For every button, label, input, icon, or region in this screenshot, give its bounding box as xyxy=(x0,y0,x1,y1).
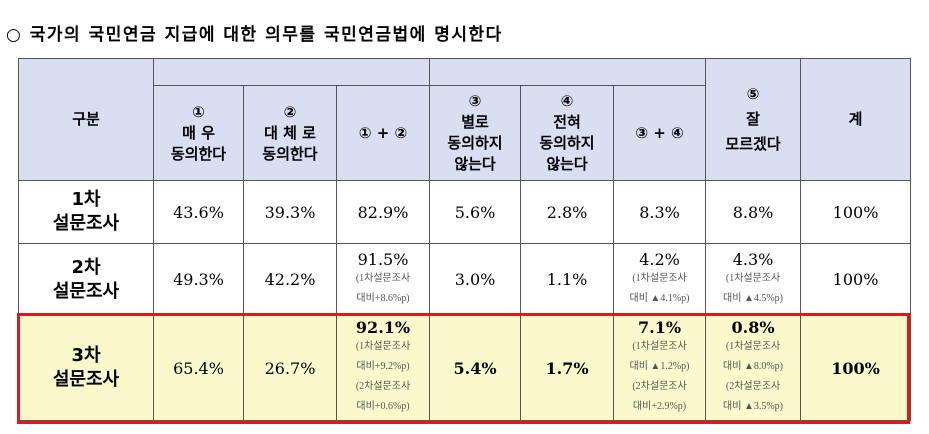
cell-c1: 49.3% xyxy=(153,243,244,316)
cell-main-value: 92.1% xyxy=(355,318,411,337)
cell-c2: 42.2% xyxy=(243,243,337,316)
cell-note: 대비+2.9%p) xyxy=(632,401,687,412)
cell-s12: 92.1% (1차설문조사 대비+9.2%p) (2차설문조사 대비+0.6%p… xyxy=(335,315,431,421)
cell-c1: 43.6% xyxy=(153,180,244,244)
survey-table: 구분 ⑤ 잘 모르겠다 계 ① 매 우 동의한다 ② 대 체 로 동의한다 ① … xyxy=(18,58,912,421)
cell-c4: 1.1% xyxy=(520,243,615,316)
header-col1-line: 동의한다 xyxy=(170,144,227,163)
header-col4-line: 않는다 xyxy=(546,155,588,173)
row-label-line: 3차 xyxy=(71,345,101,366)
header-col2-line: ② xyxy=(283,102,297,121)
header-sum34-text: ③ + ④ xyxy=(635,123,684,142)
page-heading: ○ 국가의 국민연금 지급에 대한 의무를 국민연금법에 명시한다 xyxy=(6,25,503,45)
cell-main-value: 7.1% xyxy=(638,318,682,337)
cell-main-value: 0.8% xyxy=(731,318,775,337)
cell-note: 대비+8.6%p) xyxy=(356,292,410,304)
row-label-line: 설문조사 xyxy=(52,280,120,302)
cell-note: (1차설문조사 xyxy=(632,341,687,352)
header-col1-line: 매 우 xyxy=(182,123,215,142)
header-col4-line: 동의하지 xyxy=(539,134,595,152)
header-col3-line: 않는다 xyxy=(454,155,496,173)
cell-note: (1차설문조사 xyxy=(355,341,411,352)
cell-note: 대비+9.2%p) xyxy=(356,361,410,372)
row-label-line: 설문조사 xyxy=(52,213,120,234)
cell-c2: 39.3% xyxy=(243,180,337,244)
row-label-line: 설문조사 xyxy=(52,369,120,390)
cell-c4: 2.8% xyxy=(520,180,615,244)
cell-note: (1차설문조사 xyxy=(632,272,687,284)
cell-total: 100% xyxy=(800,243,912,316)
header-col4-line: ④ xyxy=(560,92,574,110)
cell-note: (2차설문조사 xyxy=(355,381,411,392)
row-label-line: 1차 xyxy=(71,189,101,210)
cell-c2: 26.7% xyxy=(243,315,337,421)
header-col5: ⑤ 잘 모르겠다 xyxy=(705,58,802,181)
header-col3-line: 별로 xyxy=(461,113,489,131)
cell-c1: 65.4% xyxy=(153,315,244,421)
cell-s34: 4.2% (1차설문조사 대비 ▲4.1%p) xyxy=(613,243,707,316)
cell-note: 대비 ▲3.5%p) xyxy=(723,401,784,412)
header-col1: ① 매 우 동의한다 xyxy=(153,85,244,181)
header-row: ① 매 우 동의한다 ② 대 체 로 동의한다 ① + ② ③ 별로 동의하지 … xyxy=(19,85,911,181)
cell-s34: 7.1% (1차설문조사 대비 ▲1.2%p) (2차설문조사 대비+2.9%p… xyxy=(613,315,707,421)
header-top-row: 구분 ⑤ 잘 모르겠다 계 xyxy=(18,58,912,181)
header-sum12-text: ① + ② xyxy=(358,123,408,142)
cell-c4: 1.7% xyxy=(520,315,615,421)
table-row: 1차 설문조사 43.6% 39.3% 82.9% 5.6% 2.8% 8.3%… xyxy=(18,180,912,244)
header-disagree-group xyxy=(429,58,707,86)
cell-note: 대비+0.6%p) xyxy=(356,401,410,412)
cell-c3: 5.4% xyxy=(429,315,522,421)
header-col5-line: ⑤ xyxy=(746,85,760,103)
cell-c5: 4.3% (1차설문조사 대비 ▲4.5%p) xyxy=(705,243,802,316)
header-col3: ③ 별로 동의하지 않는다 xyxy=(429,85,522,181)
table-row: 2차 설문조사 49.3% 42.2% 91.5% (1차설문조사 대비+8.6… xyxy=(18,243,912,316)
survey-table-wrap: 구분 ⑤ 잘 모르겠다 계 ① 매 우 동의한다 ② 대 체 로 동의한다 ① … xyxy=(18,58,912,421)
cell-note: 대비 ▲1.2%p) xyxy=(629,361,690,372)
header-category-text: 구분 xyxy=(72,110,100,128)
cell-main-value: 91.5% xyxy=(357,249,409,269)
header-col5-line: 잘 xyxy=(746,110,760,128)
cell-c5: 0.8% (1차설문조사 대비 ▲8.0%p) (2차설문조사 대비 ▲3.5%… xyxy=(705,315,802,421)
cell-note: (1차설문조사 xyxy=(725,341,781,352)
header-col3-line: ③ xyxy=(468,92,482,110)
header-col2-line: 대 체 로 xyxy=(264,123,316,142)
header-total-text: 계 xyxy=(848,110,863,128)
header-col4-line: 전혀 xyxy=(553,113,581,131)
cell-c3: 3.0% xyxy=(429,243,522,316)
row-label: 2차 설문조사 xyxy=(18,243,154,316)
table-row: 3차 설문조사 65.4% 26.7% 92.1% (1차설문조사 대비+9.2… xyxy=(18,315,912,421)
header-sum12: ① + ② xyxy=(335,85,431,181)
row-label: 3차 설문조사 xyxy=(18,315,154,421)
cell-s12: 82.9% xyxy=(335,180,431,244)
row-label: 1차 설문조사 xyxy=(18,180,154,244)
header-col3-line: 동의하지 xyxy=(447,134,503,152)
header-col2-line: 동의한다 xyxy=(262,144,318,163)
cell-note: (2차설문조사 xyxy=(725,381,781,392)
header-col5-line: 모르겠다 xyxy=(725,135,781,153)
cell-note: (2차설문조사 xyxy=(632,381,687,392)
cell-main-value: 4.3% xyxy=(732,249,774,269)
row-label-line: 2차 xyxy=(71,256,101,278)
cell-c5: 8.8% xyxy=(705,180,802,244)
cell-main-value: 4.2% xyxy=(639,249,680,269)
cell-s34: 8.3% xyxy=(613,180,707,244)
header-col2: ② 대 체 로 동의한다 xyxy=(243,85,337,181)
header-sum34: ③ + ④ xyxy=(613,85,707,181)
header-agree-group xyxy=(152,58,431,86)
cell-note: 대비 ▲8.0%p) xyxy=(723,361,784,372)
header-col4: ④ 전혀 동의하지 않는다 xyxy=(520,85,615,181)
cell-total: 100% xyxy=(800,315,912,421)
cell-note: (1차설문조사 xyxy=(725,272,781,284)
header-col1-line: ① xyxy=(192,102,205,121)
cell-s12: 91.5% (1차설문조사 대비+8.6%p) xyxy=(335,243,431,316)
cell-total: 100% xyxy=(800,180,912,244)
header-category: 구분 xyxy=(18,58,154,181)
cell-note: 대비 ▲4.5%p) xyxy=(723,292,784,304)
cell-note: (1차설문조사 xyxy=(355,272,411,284)
cell-note: 대비 ▲4.1%p) xyxy=(629,292,690,304)
header-total: 계 xyxy=(800,58,912,181)
cell-c3: 5.6% xyxy=(429,180,522,244)
